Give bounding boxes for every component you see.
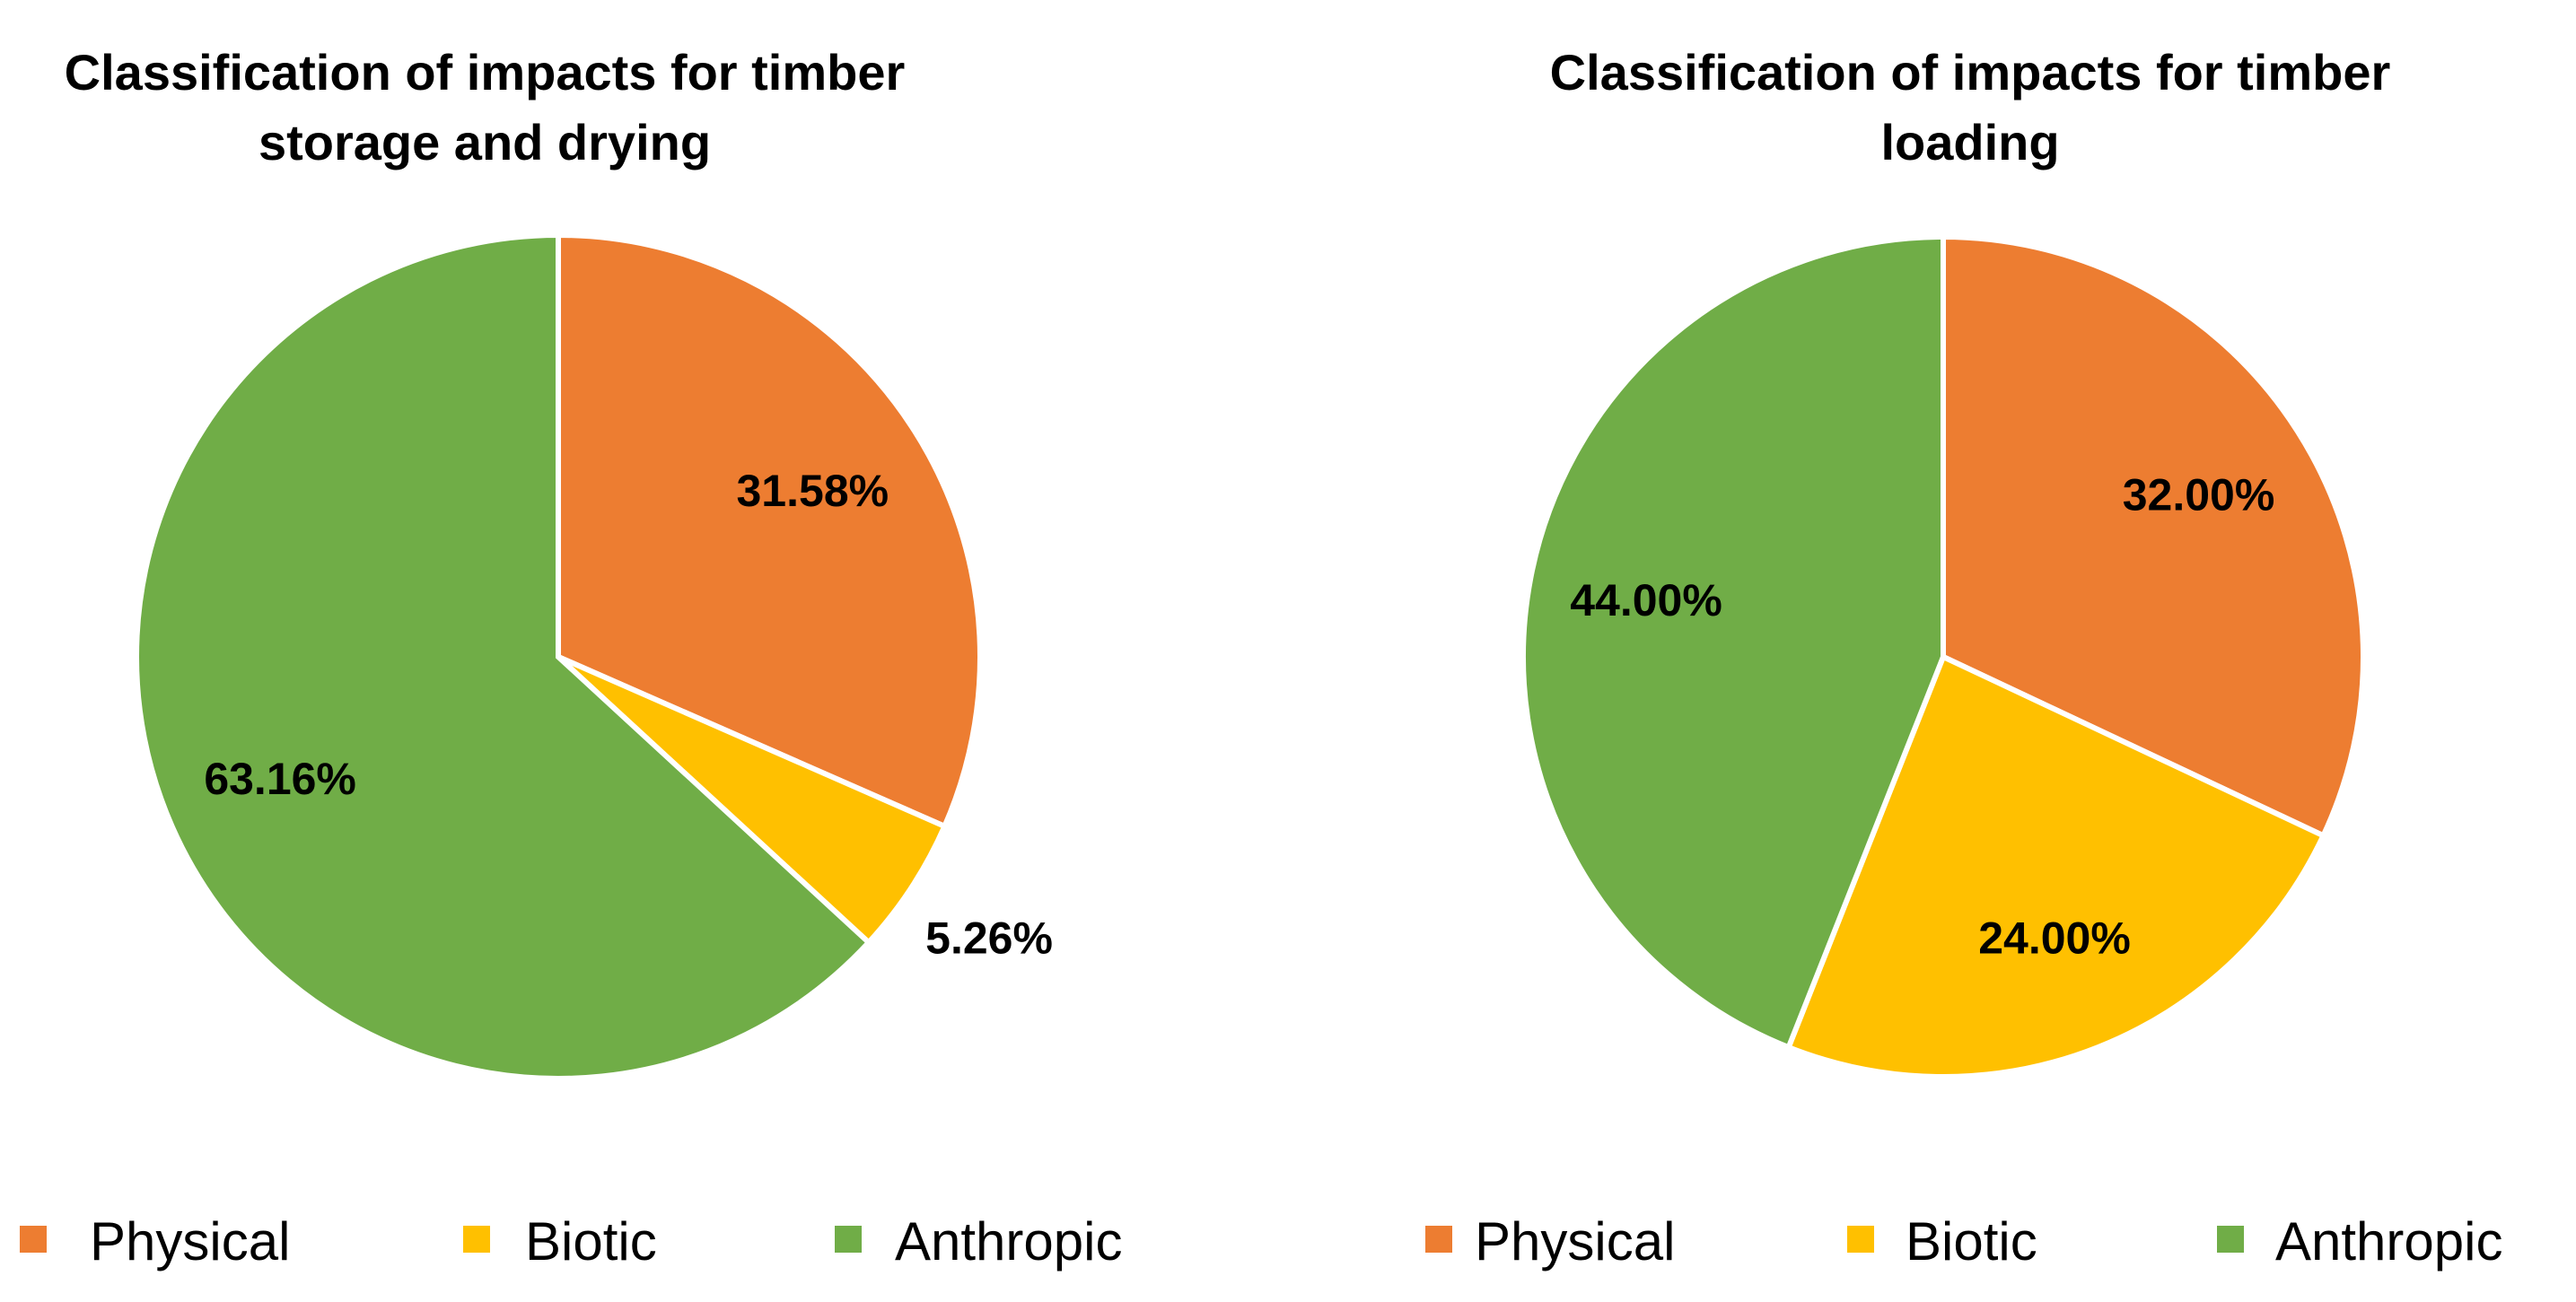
pie-slice-biotic bbox=[556, 654, 949, 947]
data-label: 31.58% bbox=[737, 466, 889, 516]
data-label: 63.16% bbox=[204, 754, 356, 804]
pie-slice-anthropic bbox=[134, 232, 873, 1081]
legend-swatch-biotic bbox=[1847, 1226, 1874, 1253]
legend-swatch-physical bbox=[1425, 1226, 1452, 1253]
pie-slice-physical bbox=[556, 232, 983, 830]
legend-swatch-anthropic bbox=[2217, 1226, 2244, 1253]
chart-title: storage and drying bbox=[258, 114, 711, 170]
chart-title: loading bbox=[1880, 114, 2059, 170]
pie-chart-1: Classification of impacts for timber stor… bbox=[20, 44, 1122, 1271]
pie-slice-anthropic bbox=[1520, 233, 1946, 1052]
data-label: 5.26% bbox=[925, 913, 1053, 964]
pie-chart-2: Classification of impacts for timber load… bbox=[1425, 44, 2502, 1271]
legend-swatch-biotic bbox=[463, 1226, 490, 1253]
legend-swatch-anthropic bbox=[835, 1226, 862, 1253]
data-label: 32.00% bbox=[2123, 469, 2275, 520]
legend-label: Biotic bbox=[1906, 1211, 2037, 1271]
legend-swatch-physical bbox=[20, 1226, 47, 1253]
legend-label: Anthropic bbox=[2275, 1211, 2502, 1271]
chart-title: Classification of impacts for timber bbox=[1550, 44, 2391, 100]
data-label: 44.00% bbox=[1570, 575, 1722, 625]
legend-label: Physical bbox=[90, 1211, 290, 1271]
chart-title: Classification of impacts for timber bbox=[65, 44, 906, 100]
legend-label: Physical bbox=[1475, 1211, 1675, 1271]
pie-slice-biotic bbox=[1784, 652, 2327, 1080]
legend-label: Biotic bbox=[525, 1211, 657, 1271]
legend-label: Anthropic bbox=[895, 1211, 1122, 1271]
data-label: 24.00% bbox=[1978, 913, 2131, 963]
pie-slice-physical bbox=[1941, 233, 2366, 840]
